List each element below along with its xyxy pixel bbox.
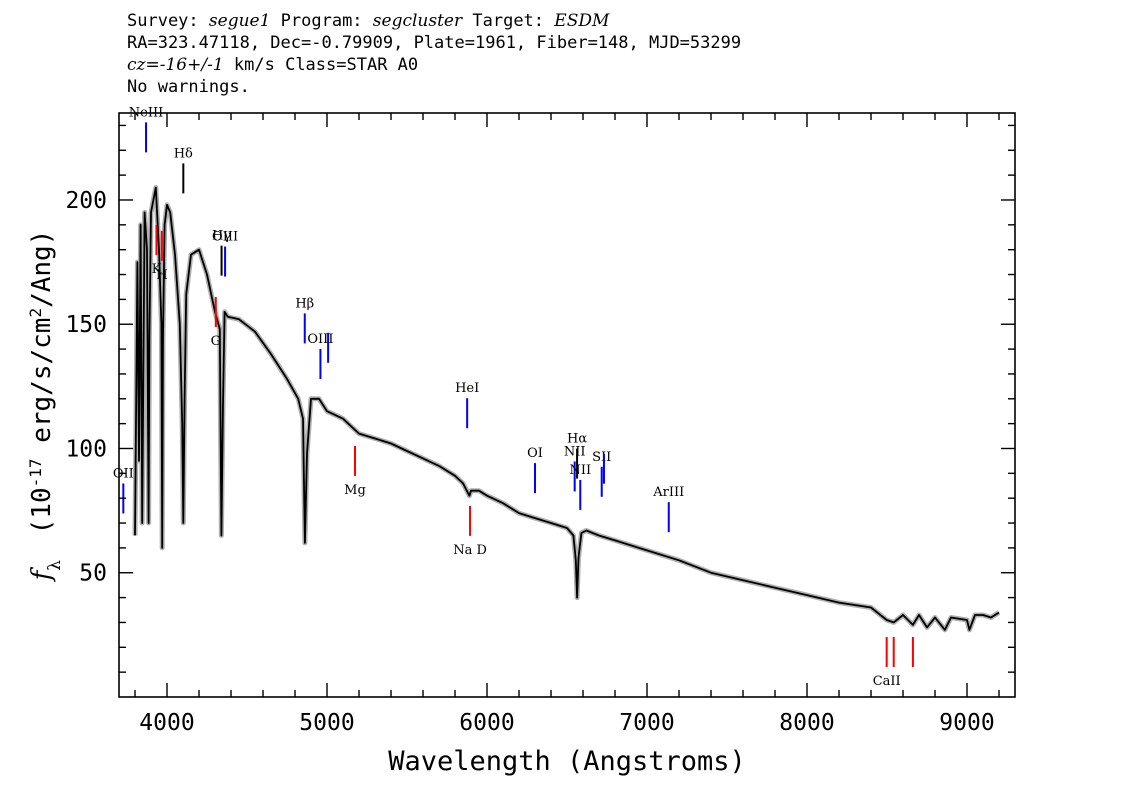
header-line-redshift: cz=-16+/-1 km/s Class=STAR A0: [127, 54, 1027, 76]
y-tick-label: 100: [65, 436, 107, 462]
spectrum-header: Survey: segue1 Program: segcluster Targe…: [127, 10, 1027, 98]
cz-value: -16+/-1: [159, 55, 224, 75]
line-label: Hβ: [295, 296, 314, 311]
line-label: K: [152, 262, 162, 277]
x-axis-label: Wavelength (Angstroms): [388, 746, 746, 777]
header-line-warnings: No warnings.: [127, 77, 250, 97]
y-tick-label: 50: [79, 561, 107, 587]
line-label: SII: [592, 450, 611, 465]
line-label: OIII: [307, 332, 333, 347]
spectrum-error-band: [132, 185, 1001, 633]
target-value: ESDM: [554, 11, 610, 31]
x-tick-label: 7000: [619, 710, 674, 736]
y-axis-label: fλ (10-17 erg/s/cm2/Ang): [26, 230, 66, 583]
axis-ticks-layer: 4000 5000 6000 7000 8000 9000 50 100 150 200: [65, 113, 1015, 736]
line-label: Na D: [453, 543, 487, 558]
line-label: Hα: [567, 432, 587, 447]
cz-units-class: km/s Class=STAR A0: [233, 55, 419, 75]
svg-text:fλ (10-17 erg/s/cm2/Ang): fλ (10-17 erg/s/cm2/Ang): [26, 230, 66, 583]
line-label: HeI: [455, 381, 479, 396]
spectrum-layer: [132, 185, 1001, 633]
x-tick-label: 6000: [459, 710, 514, 736]
survey-label: Survey:: [127, 11, 199, 31]
line-label: OI: [527, 446, 543, 461]
line-label: NII: [564, 444, 586, 459]
y-axis-label-units-close: /Ang): [27, 230, 57, 308]
line-label: OIII: [212, 230, 238, 245]
line-label: G: [211, 334, 221, 349]
target-label: Target:: [472, 11, 545, 31]
line-label: CaII: [873, 674, 901, 689]
line-label: Mg: [344, 483, 366, 498]
header-line-survey: Survey: segue1 Program: segcluster Targe…: [127, 10, 1027, 32]
y-tick-label: 150: [65, 312, 107, 338]
x-tick-label: 5000: [299, 710, 354, 736]
survey-value: segue1: [208, 11, 271, 31]
y-axis-label-units-exp: -17: [26, 458, 45, 487]
spectrum-line: [134, 186, 1000, 631]
x-tick-label: 8000: [779, 710, 834, 736]
y-axis-label-units-open: (10: [27, 487, 57, 534]
line-label: H: [156, 268, 167, 283]
x-tick-label: 4000: [139, 710, 194, 736]
header-line-coordinates: RA=323.47118, Dec=-0.79909, Plate=1961, …: [127, 33, 742, 53]
x-tick-label: 9000: [939, 710, 994, 736]
line-label: Hγ: [212, 229, 231, 244]
line-label: NII: [569, 463, 591, 478]
y-axis-label-subscript: λ: [45, 560, 65, 571]
y-axis-label-units-exp2: 2: [26, 308, 45, 318]
y-tick-label: 200: [65, 188, 107, 214]
line-label: Hδ: [174, 146, 193, 161]
y-axis-label-units-mid: erg/s/cm: [27, 318, 57, 459]
program-label: Program:: [280, 11, 363, 31]
plot-frame: [118, 112, 1016, 698]
line-label: ArIII: [652, 485, 684, 500]
cz-label: cz=: [127, 55, 160, 75]
program-value: segcluster: [372, 11, 463, 31]
